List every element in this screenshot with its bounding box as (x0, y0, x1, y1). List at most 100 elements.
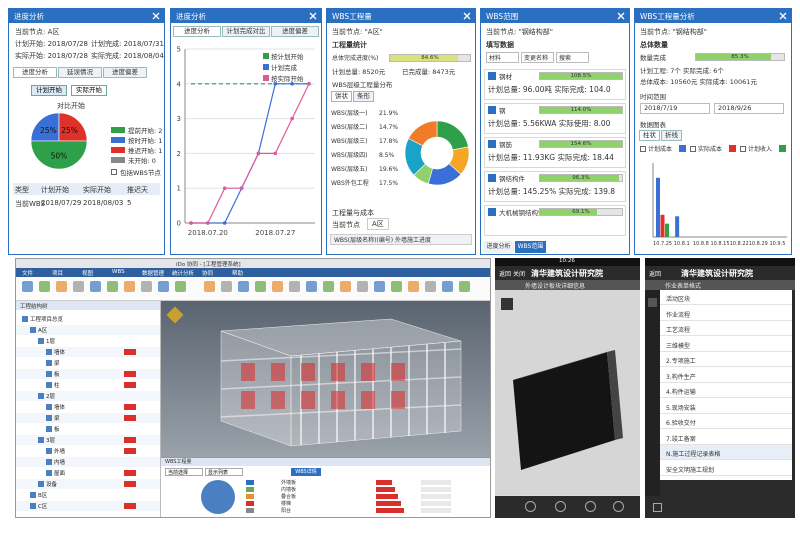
panel-header: WBS工程量 (327, 9, 475, 23)
x-tick-label: 2018.07.27 (255, 229, 295, 237)
tool-icon[interactable] (141, 281, 152, 292)
panel-button[interactable]: WBS详情 (291, 468, 321, 476)
checkbox[interactable] (111, 169, 117, 175)
menu-item[interactable]: 数据管理 (142, 271, 165, 277)
table-header: 推迟天 (127, 186, 148, 194)
menu-item[interactable]: 统计分析 (172, 271, 195, 277)
row-label: 内墙板 (281, 487, 297, 493)
slice-label: 25% (61, 126, 78, 135)
filter[interactable]: 搜索 (556, 52, 589, 63)
tool-icon[interactable] (221, 281, 232, 292)
menu-item[interactable]: 7.竣工备案 (660, 430, 792, 445)
tool-icon[interactable] (391, 281, 402, 292)
date-input[interactable]: 2018/7/19 (640, 103, 710, 114)
sub-title: 作业表单格式 (665, 283, 702, 290)
tool-icon[interactable] (323, 281, 334, 292)
tree-label: 外墙 (54, 449, 66, 455)
row-bar (421, 501, 451, 506)
tool-icon[interactable] (459, 281, 470, 292)
tree-label: 柱 (54, 383, 60, 389)
menu-item[interactable]: 3.构件生产 (660, 368, 792, 383)
slice-name: WBS(层级三) (331, 137, 367, 145)
menu-item[interactable]: 5.现场安装 (660, 399, 792, 414)
menu-item[interactable]: 帮助 (232, 271, 244, 277)
menu-item[interactable]: 三维模型 (660, 337, 792, 352)
date-input[interactable]: 2018/9/26 (714, 103, 784, 114)
control-button[interactable] (525, 501, 536, 512)
menu-item[interactable]: 活动区块 (660, 290, 792, 305)
item-name: 大机械钢结构安装 (499, 209, 551, 217)
menu-item[interactable]: 协同 (202, 271, 214, 277)
legend-swatch (111, 127, 125, 133)
tool-icon[interactable] (56, 281, 67, 292)
tool-icon[interactable] (272, 281, 283, 292)
status-cell (124, 437, 136, 443)
tool-icon[interactable] (73, 281, 84, 292)
tool-icon[interactable] (124, 281, 135, 292)
tool-icon[interactable] (238, 281, 249, 292)
cube-icon (501, 298, 513, 310)
item-text: 计划总量: 145.25% 实际完成: 139.8 (488, 187, 616, 196)
tool-icon[interactable] (39, 281, 50, 292)
tool-icon[interactable] (204, 281, 215, 292)
tool-icon[interactable] (306, 281, 317, 292)
tree-label: 1层 (46, 339, 55, 345)
menu-item[interactable]: 6.验收交付 (660, 414, 792, 429)
header: 清华建筑设计研究院 (531, 269, 603, 278)
control-button[interactable] (555, 501, 566, 512)
menu-item[interactable]: N.施工过程记录表格 (660, 445, 792, 460)
tool-icon[interactable] (158, 281, 169, 292)
legend-swatch (111, 147, 125, 153)
menu-item[interactable]: 文件 (22, 271, 34, 277)
tree-label: 板 (54, 427, 60, 433)
tree-row-bg (16, 369, 160, 379)
menu-item[interactable]: 作业流程 (660, 306, 792, 321)
menu-item[interactable]: 安全文明施工规划 (660, 461, 792, 476)
tool-icon[interactable] (357, 281, 368, 292)
filter[interactable]: 材料 (486, 52, 519, 63)
tool-icon[interactable] (22, 281, 33, 292)
row-label: 阳台 (281, 508, 292, 514)
stat: 计划总量: 8520元 (332, 68, 386, 76)
menu-item[interactable]: 工艺流程 (660, 321, 792, 336)
close-x (309, 12, 317, 20)
tool-icon[interactable] (289, 281, 300, 292)
control-button[interactable] (613, 501, 624, 512)
tool-icon[interactable] (340, 281, 351, 292)
footer-label: 当前节点 (332, 221, 360, 229)
row-bar (376, 487, 395, 492)
tool-icon[interactable] (107, 281, 118, 292)
menu-item[interactable]: 项目 (52, 271, 64, 277)
filter[interactable]: 变更名称 (521, 52, 554, 63)
close-icon (463, 12, 471, 20)
tool-icon[interactable] (175, 281, 186, 292)
status-cell (124, 349, 136, 355)
tree-row-bg (16, 479, 160, 489)
tree-label: 内墙 (54, 460, 66, 466)
menu-item[interactable]: 2.专项施工 (660, 352, 792, 367)
date-label: 时间范围 (640, 93, 666, 101)
side-strip (645, 290, 660, 518)
slice-name: WBS(层级五) (331, 165, 367, 173)
point (189, 221, 193, 225)
highlight (241, 391, 255, 409)
close[interactable]: 关闭 (513, 271, 526, 278)
tree-row-bg (16, 347, 160, 357)
tool-icon[interactable] (374, 281, 385, 292)
menu-item[interactable]: 视图 (82, 271, 94, 277)
button[interactable]: 实际开始 (71, 85, 107, 96)
tool-icon[interactable] (408, 281, 419, 292)
tool-icon[interactable] (90, 281, 101, 292)
menu-item[interactable]: WBS (112, 269, 125, 275)
tool-icon[interactable] (425, 281, 436, 292)
back[interactable]: 返回 (649, 271, 662, 278)
x-tick-label: 10.8.8 (693, 241, 709, 247)
menu-list: 活动区块 作业流程 工艺流程 三维模型 2.专项施工 3.构件生产 4.构件运输 5.现场安装… (660, 290, 792, 480)
control-button[interactable] (585, 501, 596, 512)
tool-icon[interactable] (255, 281, 266, 292)
x-tick-label: 10.7.25 (653, 241, 672, 247)
menu-item[interactable]: 4.构件运输 (660, 383, 792, 398)
tool-icon[interactable] (442, 281, 453, 292)
button[interactable]: 计划开始 (31, 85, 67, 96)
back[interactable]: 返回 (499, 271, 512, 278)
